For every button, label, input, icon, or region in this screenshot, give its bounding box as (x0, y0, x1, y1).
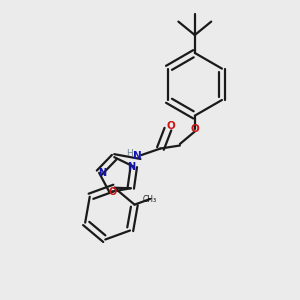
Text: N: N (98, 168, 106, 178)
Text: O: O (167, 121, 175, 131)
Text: CH₃: CH₃ (143, 194, 157, 203)
Text: O: O (108, 187, 116, 197)
Text: N: N (133, 151, 142, 161)
Text: H: H (126, 149, 133, 158)
Text: N: N (127, 162, 136, 172)
Text: O: O (190, 124, 199, 134)
